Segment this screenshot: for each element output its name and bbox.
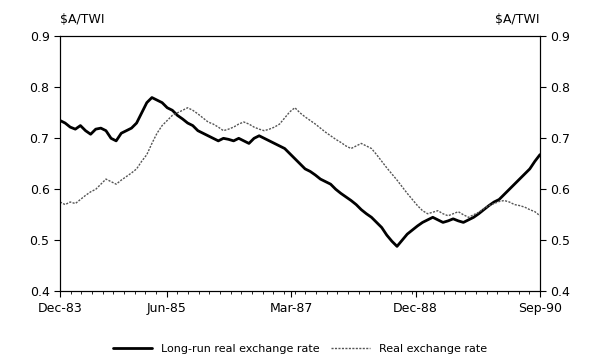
Real exchange rate [184, 106, 191, 110]
Long-run real exchange rate [143, 100, 151, 105]
Legend: Long-run real exchange rate, Real exchange rate: Long-run real exchange rate, Real exchan… [109, 340, 491, 359]
Long-run real exchange rate [394, 244, 401, 249]
Long-run real exchange rate [419, 220, 426, 225]
Long-run real exchange rate [77, 123, 84, 128]
Text: $A/TWI: $A/TWI [60, 13, 104, 26]
Long-run real exchange rate [404, 232, 411, 236]
Long-run real exchange rate [424, 218, 431, 222]
Real exchange rate [398, 185, 406, 189]
Real exchange rate [77, 197, 84, 202]
Real exchange rate [414, 203, 421, 208]
Long-run real exchange rate [388, 239, 395, 244]
Real exchange rate [56, 200, 64, 204]
Real exchange rate [465, 215, 472, 219]
Long-run real exchange rate [148, 95, 155, 100]
Real exchange rate [388, 172, 395, 176]
Real exchange rate [143, 153, 151, 157]
Line: Long-run real exchange rate: Long-run real exchange rate [60, 98, 540, 246]
Long-run real exchange rate [536, 153, 544, 157]
Long-run real exchange rate [56, 118, 64, 123]
Real exchange rate [419, 209, 426, 213]
Text: $A/TWI: $A/TWI [496, 13, 540, 26]
Line: Real exchange rate: Real exchange rate [60, 108, 540, 217]
Real exchange rate [536, 214, 544, 218]
